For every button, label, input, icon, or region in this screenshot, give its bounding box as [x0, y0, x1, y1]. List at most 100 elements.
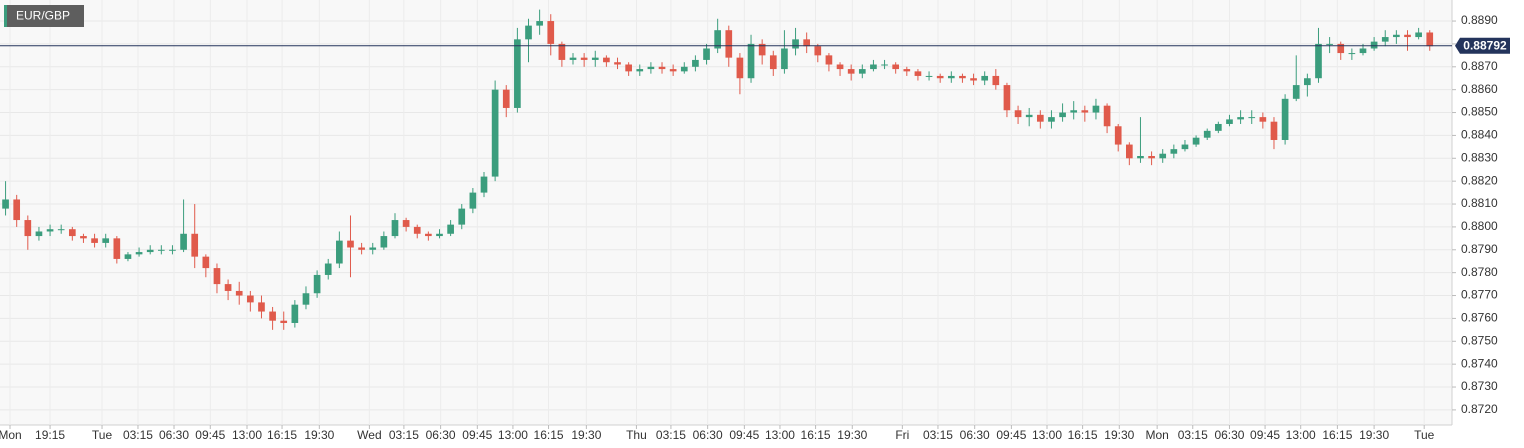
x-tick-label: 06:30	[693, 428, 723, 442]
candle-body	[1081, 110, 1089, 113]
candle-body	[102, 238, 110, 243]
candle-body	[191, 233, 199, 257]
candle-body	[792, 39, 799, 49]
candle-body	[658, 66, 666, 70]
candle-body	[692, 59, 699, 67]
y-tick-label: 0.8800	[1461, 219, 1498, 233]
candle-body	[1393, 34, 1400, 38]
candle-body	[458, 208, 466, 225]
candle-body	[491, 89, 499, 177]
candle-body	[814, 46, 822, 56]
overlay: EUR/GBP 0.88792	[0, 5, 1510, 54]
candle-body	[146, 249, 154, 253]
y-tick-label: 0.8830	[1461, 150, 1498, 164]
candle-body	[1359, 48, 1367, 54]
candle-body	[347, 240, 354, 248]
x-tick-label: 16:15	[801, 428, 831, 442]
candle-body	[1281, 98, 1289, 140]
candle-body	[35, 231, 43, 237]
candle-body	[1159, 153, 1167, 159]
y-tick-label: 0.8780	[1461, 265, 1498, 279]
symbol-box	[4, 5, 84, 27]
candle-body	[603, 57, 610, 63]
candle-body	[881, 64, 888, 66]
last-price-label: 0.88792	[1463, 38, 1507, 52]
x-tick-label: Tue	[92, 428, 113, 442]
x-tick-label: 09:45	[996, 428, 1026, 442]
candle-body	[836, 64, 844, 70]
y-tick-label: 0.8860	[1461, 82, 1498, 96]
x-tick-label: 09:45	[729, 428, 759, 442]
candle-body	[1048, 117, 1055, 122]
candle-body	[369, 247, 377, 250]
candle-body	[992, 75, 1000, 86]
candle-body	[258, 302, 265, 312]
candle-body	[135, 252, 143, 255]
x-tick-label: 16:15	[534, 428, 564, 442]
candle-body	[1215, 123, 1222, 131]
y-tick-label: 0.8760	[1461, 311, 1498, 325]
x-tick-label: Thu	[626, 428, 647, 442]
candle-body	[402, 220, 410, 227]
candle-body	[647, 66, 655, 70]
x-tick-label: 03:15	[1178, 428, 1208, 442]
candle-body	[124, 254, 132, 259]
candle-body	[1259, 117, 1267, 122]
candle-body	[1103, 105, 1111, 127]
candle-body	[580, 57, 588, 60]
x-tick-label: 03:15	[123, 428, 153, 442]
candle-body	[24, 220, 32, 237]
x-tick-label: 06:30	[1214, 428, 1244, 442]
x-tick-label: 19:30	[304, 428, 334, 442]
candle-body	[725, 30, 733, 58]
x-tick-label: 19:30	[837, 428, 867, 442]
candle-body	[536, 21, 543, 26]
x-tick-label: 06:30	[960, 428, 990, 442]
candle-body	[280, 320, 288, 323]
candle-body	[903, 69, 911, 72]
x-tick-label: Wed	[357, 428, 381, 442]
candle-body	[291, 304, 299, 323]
candle-body	[1381, 37, 1389, 42]
y-tick-label: 0.8730	[1461, 379, 1498, 393]
candle-body	[480, 176, 488, 193]
candle-body	[235, 290, 243, 296]
x-tick-label: 16:15	[267, 428, 297, 442]
last-price-box	[1455, 37, 1510, 54]
candle-body	[413, 226, 421, 234]
candle-body	[1248, 117, 1256, 119]
x-tick-label: Tue	[1414, 428, 1435, 442]
candle-body	[870, 64, 877, 70]
y-tick-label: 0.8750	[1461, 333, 1498, 347]
candle-body	[525, 25, 532, 40]
candle-body	[825, 55, 833, 65]
x-tick-label: 13:00	[765, 428, 795, 442]
candle-body	[1426, 32, 1434, 47]
candle-body	[1070, 110, 1078, 113]
candle-body	[1203, 130, 1211, 138]
x-tick-label: 13:00	[1286, 428, 1316, 442]
candle-body	[1326, 43, 1333, 45]
candle-body	[1270, 121, 1278, 140]
x-tick-label: 06:30	[159, 428, 189, 442]
candle-body	[569, 57, 577, 60]
candle-body	[502, 89, 510, 108]
y-tick-label: 0.8740	[1461, 356, 1498, 370]
candle-body	[591, 57, 599, 60]
candle-body	[202, 256, 210, 269]
candle-body	[669, 69, 677, 72]
candle-body	[1292, 85, 1300, 99]
candle-body	[614, 62, 621, 65]
candle-body	[1114, 126, 1122, 145]
candle-body	[1304, 78, 1311, 86]
candle-body	[947, 75, 955, 79]
x-tick-label: 13:00	[1032, 428, 1062, 442]
candle-body	[224, 284, 232, 291]
x-tick-label: 19:15	[35, 428, 65, 442]
candle-body	[558, 43, 566, 60]
candle-body	[2, 199, 9, 209]
x-tick-label: 16:15	[1068, 428, 1098, 442]
y-tick-label: 0.8810	[1461, 196, 1498, 210]
candles	[2, 9, 1434, 330]
